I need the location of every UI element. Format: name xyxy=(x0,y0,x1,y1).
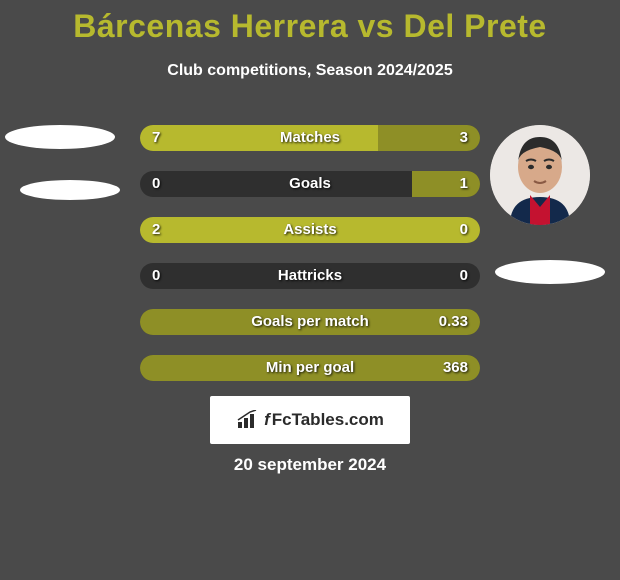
attribution-prefix: f xyxy=(264,410,270,430)
stat-value-left: 0 xyxy=(152,171,160,197)
stat-row: 73Matches xyxy=(140,125,480,151)
player-right-team-placeholder xyxy=(495,260,605,284)
stat-value-right: 3 xyxy=(460,125,468,151)
player-left-team-placeholder xyxy=(20,180,120,200)
player-left-avatar-placeholder xyxy=(5,125,115,149)
stat-row: 01Goals xyxy=(140,171,480,197)
snapshot-date: 20 september 2024 xyxy=(0,455,620,475)
stats-bars: 73Matches01Goals20Assists00Hattricks0.33… xyxy=(140,125,480,401)
stat-value-right: 0 xyxy=(460,263,468,289)
stat-label: Hattricks xyxy=(140,263,480,289)
avatar-placeholder xyxy=(490,125,590,225)
stat-fill-left xyxy=(140,125,378,151)
stat-value-right: 368 xyxy=(443,355,468,381)
stat-fill-left xyxy=(140,217,480,243)
subtitle: Club competitions, Season 2024/2025 xyxy=(0,62,620,80)
stat-row: 368Min per goal xyxy=(140,355,480,381)
stat-fill-right xyxy=(140,309,480,335)
chart-icon xyxy=(236,410,260,430)
stat-value-right: 1 xyxy=(460,171,468,197)
stat-fill-right xyxy=(140,355,480,381)
stat-value-left: 2 xyxy=(152,217,160,243)
comparison-card: Bárcenas Herrera vs Del Prete Club compe… xyxy=(0,0,620,580)
attribution-badge: f FcTables.com xyxy=(210,396,410,444)
page-title: Bárcenas Herrera vs Del Prete xyxy=(0,8,620,45)
stat-fill-right xyxy=(412,171,480,197)
stat-value-left: 7 xyxy=(152,125,160,151)
attribution-text: FcTables.com xyxy=(272,410,384,430)
stat-value-left: 0 xyxy=(152,263,160,289)
player-right-avatar xyxy=(490,125,590,225)
stat-row: 0 0Hattricks xyxy=(140,263,480,289)
stat-row: 20Assists xyxy=(140,217,480,243)
stat-value-right: 0 xyxy=(460,217,468,243)
avatar-face-icon xyxy=(490,125,590,225)
stat-row: 0.33Goals per match xyxy=(140,309,480,335)
stat-value-right: 0.33 xyxy=(439,309,468,335)
